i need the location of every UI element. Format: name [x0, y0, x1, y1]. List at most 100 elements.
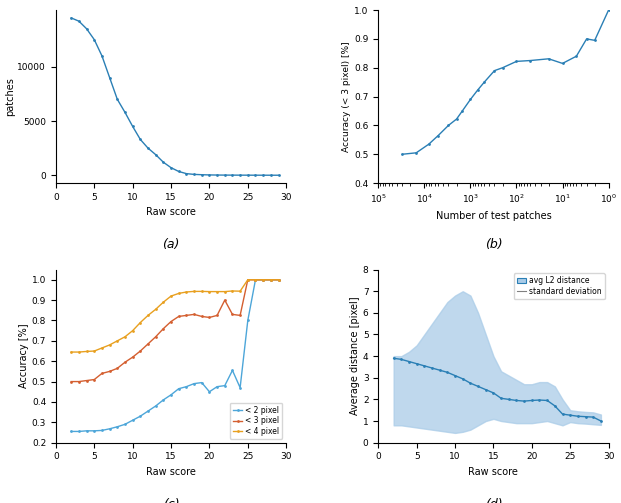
< 3 pixel	[237, 312, 244, 318]
< 3 pixel	[106, 368, 114, 374]
< 4 pixel	[137, 319, 144, 325]
< 4 pixel	[198, 288, 206, 294]
< 4 pixel	[214, 289, 221, 295]
< 4 pixel	[83, 349, 90, 355]
< 4 pixel	[121, 334, 129, 340]
Text: (a): (a)	[162, 238, 179, 252]
< 3 pixel	[160, 325, 167, 331]
< 4 pixel	[244, 277, 252, 283]
< 4 pixel	[160, 299, 167, 305]
Y-axis label: Number of
patches: Number of patches	[0, 71, 15, 122]
< 3 pixel	[175, 313, 183, 319]
< 3 pixel	[91, 377, 98, 383]
< 3 pixel	[252, 277, 259, 283]
< 2 pixel	[267, 277, 274, 283]
< 2 pixel	[206, 389, 213, 395]
Y-axis label: Average distance [pixel]: Average distance [pixel]	[350, 297, 360, 415]
< 4 pixel	[129, 327, 137, 333]
< 3 pixel	[183, 312, 190, 318]
X-axis label: Number of test patches: Number of test patches	[435, 211, 551, 221]
X-axis label: Raw score: Raw score	[468, 467, 519, 477]
< 4 pixel	[237, 288, 244, 294]
< 3 pixel	[267, 277, 274, 283]
< 3 pixel	[121, 359, 129, 365]
< 3 pixel	[114, 365, 121, 371]
< 4 pixel	[221, 289, 229, 295]
< 4 pixel	[206, 289, 213, 295]
Line: < 3 pixel: < 3 pixel	[70, 278, 280, 383]
< 4 pixel	[144, 312, 152, 318]
< 3 pixel	[75, 379, 83, 385]
< 3 pixel	[198, 313, 206, 319]
< 2 pixel	[167, 392, 175, 398]
< 2 pixel	[190, 381, 197, 387]
< 4 pixel	[167, 293, 175, 299]
< 2 pixel	[175, 386, 183, 392]
< 4 pixel	[68, 349, 75, 355]
< 3 pixel	[83, 378, 90, 384]
< 2 pixel	[198, 380, 206, 386]
< 4 pixel	[114, 338, 121, 344]
< 2 pixel	[152, 403, 160, 409]
< 3 pixel	[144, 341, 152, 347]
Line: < 2 pixel: < 2 pixel	[70, 278, 280, 433]
< 2 pixel	[221, 383, 229, 389]
< 2 pixel	[252, 277, 259, 283]
< 4 pixel	[75, 349, 83, 355]
< 4 pixel	[274, 277, 282, 283]
< 3 pixel	[214, 312, 221, 318]
< 4 pixel	[106, 342, 114, 348]
< 2 pixel	[160, 397, 167, 403]
Y-axis label: Accuracy (< 3 pixel) [%]: Accuracy (< 3 pixel) [%]	[342, 41, 351, 152]
< 3 pixel	[190, 311, 197, 317]
< 3 pixel	[68, 379, 75, 385]
Legend: avg L2 distance, standard deviation: avg L2 distance, standard deviation	[514, 274, 605, 299]
Line: < 4 pixel: < 4 pixel	[70, 278, 280, 354]
Text: (d): (d)	[484, 498, 502, 503]
Text: (c): (c)	[163, 498, 179, 503]
< 2 pixel	[121, 422, 129, 428]
< 4 pixel	[91, 348, 98, 354]
< 3 pixel	[129, 354, 137, 360]
< 3 pixel	[98, 370, 106, 376]
< 3 pixel	[152, 334, 160, 340]
< 2 pixel	[75, 429, 83, 435]
< 4 pixel	[260, 277, 267, 283]
Text: (b): (b)	[484, 238, 502, 252]
< 3 pixel	[137, 348, 144, 354]
< 2 pixel	[137, 413, 144, 419]
< 3 pixel	[229, 311, 236, 317]
< 3 pixel	[221, 297, 229, 303]
< 3 pixel	[260, 277, 267, 283]
< 4 pixel	[190, 288, 197, 294]
X-axis label: Raw score: Raw score	[146, 207, 196, 217]
< 4 pixel	[98, 345, 106, 351]
< 2 pixel	[83, 428, 90, 434]
< 2 pixel	[274, 277, 282, 283]
< 2 pixel	[214, 384, 221, 390]
< 2 pixel	[114, 424, 121, 430]
< 2 pixel	[68, 429, 75, 435]
< 3 pixel	[244, 277, 252, 283]
< 4 pixel	[175, 290, 183, 296]
< 4 pixel	[267, 277, 274, 283]
< 4 pixel	[229, 288, 236, 294]
< 2 pixel	[144, 408, 152, 414]
Y-axis label: Accuracy [%]: Accuracy [%]	[19, 324, 29, 388]
< 3 pixel	[274, 277, 282, 283]
< 3 pixel	[167, 318, 175, 324]
< 2 pixel	[244, 317, 252, 323]
< 4 pixel	[183, 289, 190, 295]
< 4 pixel	[152, 306, 160, 312]
< 2 pixel	[237, 385, 244, 391]
< 2 pixel	[98, 428, 106, 434]
< 2 pixel	[260, 277, 267, 283]
< 2 pixel	[183, 384, 190, 390]
< 2 pixel	[229, 367, 236, 373]
< 4 pixel	[252, 277, 259, 283]
Legend: < 2 pixel, < 3 pixel, < 4 pixel: < 2 pixel, < 3 pixel, < 4 pixel	[230, 403, 283, 439]
X-axis label: Raw score: Raw score	[146, 467, 196, 477]
< 2 pixel	[91, 428, 98, 434]
< 3 pixel	[206, 314, 213, 320]
< 2 pixel	[106, 426, 114, 432]
